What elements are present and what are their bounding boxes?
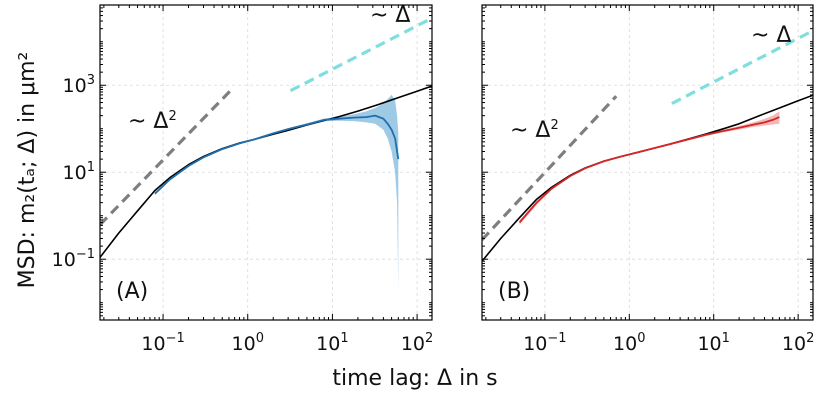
ticks <box>482 4 813 321</box>
panel-letter: (A) <box>116 279 148 304</box>
x-tick-label: 10−1 <box>523 331 566 355</box>
plot-frame <box>481 4 814 321</box>
panel-letter: (B) <box>498 279 530 304</box>
x-axis-label: time lag: Δ in s <box>332 366 497 391</box>
guide-line <box>671 29 813 105</box>
y-tick-label: 10−1 <box>52 247 95 271</box>
guide-label: ~ Δ2 <box>510 118 559 143</box>
panel-b: ~ Δ2 ~ Δ (B) 10−1 100 101 102 <box>481 4 814 355</box>
ticks <box>100 4 432 321</box>
plot-area <box>100 16 432 290</box>
plot-frame <box>99 4 433 321</box>
data-line <box>154 114 400 195</box>
x-tick-label: 101 <box>316 331 348 355</box>
grid <box>100 5 432 320</box>
y-tick-label: 103 <box>63 73 95 97</box>
data-line <box>518 116 780 224</box>
grid <box>482 5 813 320</box>
x-tick-label: 100 <box>232 331 264 355</box>
y-axis-label: MSD: m₂(tₐ; Δ) in μm² <box>15 52 40 289</box>
confidence-band <box>519 111 780 225</box>
plot-area <box>482 29 813 262</box>
x-tick-label: 102 <box>782 331 814 355</box>
guide-line <box>289 16 432 93</box>
guide-label: ~ Δ <box>751 23 791 48</box>
confidence-band <box>154 94 399 290</box>
x-tick-label: 101 <box>697 331 729 355</box>
guide-line <box>482 95 618 241</box>
x-tick-label: 102 <box>401 331 433 355</box>
guide-label: ~ Δ2 <box>128 109 177 134</box>
x-tick-label: 10−1 <box>141 331 184 355</box>
x-tick-label: 100 <box>613 331 645 355</box>
y-tick-label: 101 <box>63 160 95 184</box>
